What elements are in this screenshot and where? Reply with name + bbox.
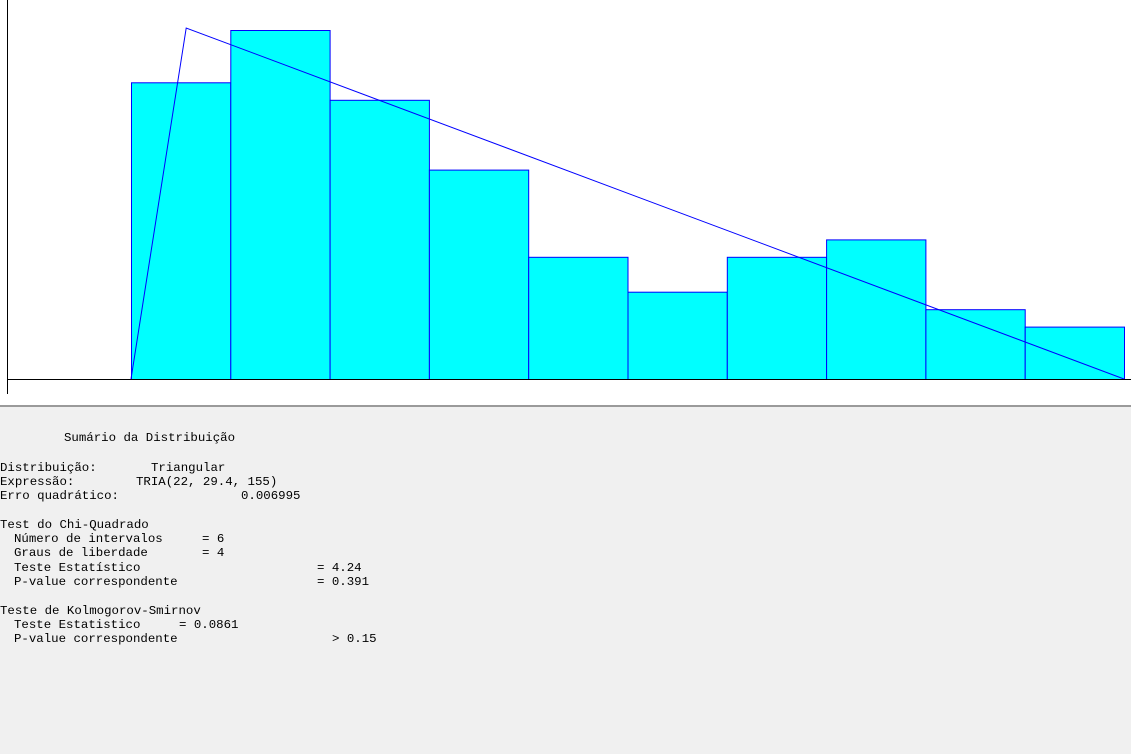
expression-value: TRIA(22, 29.4, 155): [136, 475, 278, 489]
expression-label: Expressão:: [0, 475, 75, 489]
histogram-bar: [826, 239, 927, 380]
chi-statistic-label: Teste Estatístico: [14, 561, 141, 575]
ks-statistic-label: Teste Estatistico: [14, 618, 141, 632]
histogram-bar: [131, 82, 232, 381]
distribution-value: Triangular: [151, 461, 226, 475]
chi-degrees-label: Graus de liberdade: [14, 546, 148, 560]
histogram-bar: [329, 99, 430, 381]
ks-p-value-value: > 0.15: [332, 632, 377, 646]
histogram-chart: [7, 0, 1131, 394]
histogram-bar: [528, 256, 629, 380]
chi-intervals-label: Número de intervalos: [14, 532, 163, 546]
squared-error-value: 0.006995: [241, 489, 301, 503]
chi-p-value-label: P-value correspondente: [14, 575, 178, 589]
fitted-triangular-curve: [130, 27, 1125, 380]
histogram-bar: [230, 30, 331, 380]
squared-error-label: Erro quadrático:: [0, 489, 119, 503]
histogram-bar: [925, 309, 1026, 381]
histogram-bar: [627, 291, 728, 381]
chi-statistic-value: = 4.24: [317, 561, 362, 575]
histogram-bar: [726, 256, 828, 380]
ks-title: Teste de Kolmogorov-Smirnov: [0, 604, 201, 618]
ks-p-value-label: P-value correspondente: [14, 632, 178, 646]
chi-square-title: Test do Chi-Quadrado: [0, 518, 149, 532]
histogram-bar: [428, 169, 530, 380]
chi-intervals-value: = 6: [202, 532, 225, 546]
distribution-label: Distribuição:: [0, 461, 97, 475]
chi-p-value-value: = 0.391: [317, 575, 370, 589]
histogram-bar: [1024, 326, 1125, 381]
ks-statistic-value: = 0.0861: [179, 618, 239, 632]
chi-degrees-value: = 4: [202, 546, 225, 560]
distribution-summary-panel: Sumário da Distribuição Distribuição: Tr…: [0, 407, 1131, 754]
histogram-pane: [7, 0, 1131, 394]
summary-heading: Sumário da Distribuição: [64, 431, 236, 445]
pane-splitter[interactable]: [0, 398, 1131, 407]
